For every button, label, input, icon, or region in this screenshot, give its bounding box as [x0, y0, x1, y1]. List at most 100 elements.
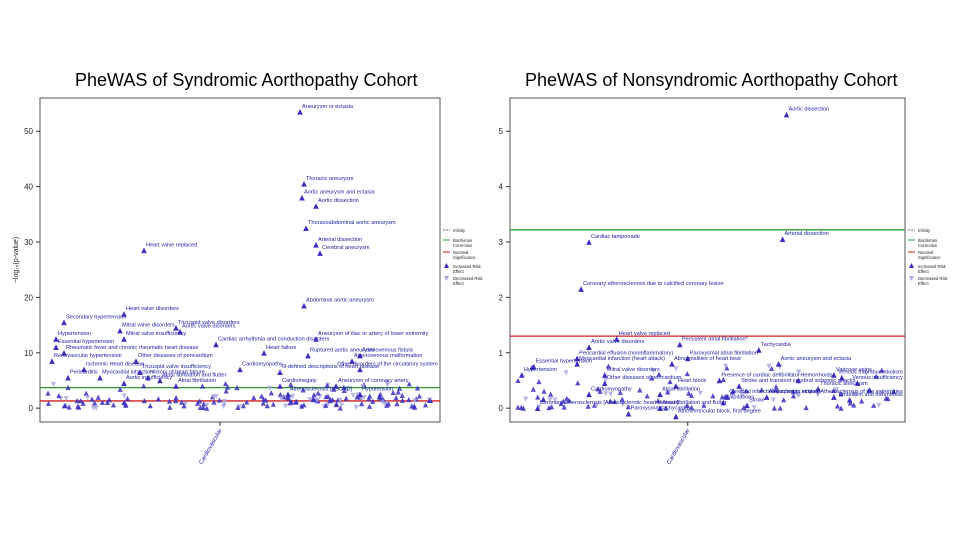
right-increased-risk-point: [536, 378, 542, 385]
right-increased-risk-point: [649, 375, 655, 381]
right-decreased-risk-point: [552, 397, 558, 403]
right-increased-risk-point: [688, 392, 695, 398]
left-increased-risk-point: [406, 396, 412, 403]
left-point-label: Arteriovenous malformation: [354, 353, 422, 359]
right-increased-risk-point: [684, 370, 690, 377]
right-legend-decreased-swatch: [909, 276, 914, 281]
left-increased-risk-point: [399, 392, 405, 398]
left-decreased-risk-point: [353, 404, 359, 410]
right-legend-label: Infinity: [918, 228, 931, 233]
left-increased-risk-point: [359, 400, 365, 407]
right-plot: 0 1 2 3 4 5 Cardiovascular Aortic dissection Car…: [499, 97, 906, 466]
right-increased-risk-point: [607, 398, 614, 404]
left-point-label: Rheumatic fever and chronic rheumatic he…: [66, 345, 198, 351]
left-labeled-point: [299, 194, 305, 201]
right-point-label: Embolism and thrombosis: [838, 392, 903, 398]
left-plot-frame: [39, 97, 441, 423]
right-increased-risk-point: [566, 397, 572, 403]
right-increased-risk-point: [873, 373, 879, 379]
left-point-label: Myocardial infarction: [102, 370, 153, 376]
left-labeled-point: [81, 366, 87, 373]
right-decreased-risk-point: [608, 391, 614, 397]
right-point-label: Cardiomyopathy: [591, 386, 632, 392]
left-decreased-risk-point: [337, 397, 343, 404]
left-point-label: Other disorders of the circulatory syste…: [337, 361, 438, 367]
left-increased-risk-point: [354, 394, 360, 400]
right-increased-risk-point: [838, 391, 844, 397]
left-decreased-risk-point: [282, 403, 289, 409]
right-increased-risk-point: [637, 387, 643, 393]
left-increased-risk-point: [331, 386, 337, 392]
right-point-label: Myocardial infarction (heart attack): [579, 356, 665, 362]
left-labeled-point: [121, 311, 127, 317]
left-labeled-point: [313, 203, 319, 209]
left-labeled-point: [117, 327, 123, 334]
right-increased-risk-point: [866, 387, 872, 394]
left-point-label: Pericarditis: [70, 370, 98, 376]
left-point-label: Heart valve disorders: [126, 306, 179, 312]
right-increased-risk-point: [564, 395, 570, 401]
left-labeled-point: [349, 358, 355, 364]
right-point-label: Cardiac tamponade: [591, 234, 640, 240]
right-decreased-risk-point: [770, 397, 776, 403]
left-labeled-point: [133, 358, 139, 364]
left-decreased-risk-point: [360, 383, 366, 390]
left-increased-risk-point: [121, 400, 127, 406]
left-increased-risk-point: [323, 402, 329, 408]
left-increased-risk-point: [390, 389, 396, 395]
left-labeled-point: [313, 241, 319, 248]
right-legend-label: Bonferroni Correction: [918, 238, 938, 248]
right-labeled-point: [839, 374, 845, 381]
right-increased-risk-point: [885, 395, 891, 402]
left-increased-risk-point: [251, 394, 257, 401]
left-point-label: Renovascular hypertension: [54, 353, 122, 359]
right-point-label: Other diseases of pericardium: [607, 375, 682, 381]
left-increased-risk-point: [147, 403, 153, 409]
right-decreased-risk-point: [547, 397, 553, 403]
right-point-label: Persistent atrial fibrillation*: [682, 336, 749, 342]
right-y-tick-label: 4: [499, 183, 504, 192]
left-increased-risk-point: [141, 383, 147, 389]
right-point-label: Heart valve replaced: [619, 331, 670, 337]
right-point-label: Venous insufficiency: [852, 375, 903, 381]
right-labeled-point: [716, 377, 723, 384]
right-increased-risk-point: [851, 402, 857, 408]
right-labeled-point: [673, 383, 679, 389]
left-increased-risk-point: [268, 390, 274, 396]
left-point-label: Heart valve replaced: [146, 242, 197, 248]
right-labeled-point: [724, 394, 731, 400]
left-increased-risk-point: [393, 395, 399, 401]
right-labeled-point: [779, 236, 786, 243]
left-increased-risk-point: [293, 398, 299, 405]
right-labeled-point: [574, 361, 580, 367]
left-point-label: Abdominal aortic aneurysm: [306, 298, 374, 304]
right-legend: Infinity Bonferroni Correction Nominal Signi…: [908, 228, 948, 286]
right-increased-risk-point: [656, 371, 662, 377]
right-labeled-point: [763, 394, 770, 400]
left-increased-risk-point: [284, 394, 291, 400]
left-increased-risk-point: [386, 401, 392, 407]
left-point-label: History of heart failure: [150, 370, 205, 376]
right-increased-risk-point: [701, 402, 707, 408]
left-increased-risk-point: [104, 399, 111, 405]
right-labeled-point: [574, 355, 580, 362]
left-point-label: Cerebral aneurysm: [322, 245, 370, 251]
left-increased-risk-point: [234, 385, 240, 391]
left-increased-risk-point: [74, 398, 80, 404]
left-labeled-point: [141, 247, 147, 254]
right-decreased-risk-point: [833, 387, 840, 393]
left-labeled-point: [49, 358, 55, 364]
left-point-label: Ill-defined descriptions of heart diseas…: [282, 364, 379, 370]
left-decreased-risk-point: [204, 402, 210, 408]
left-increased-risk-point: [263, 397, 269, 403]
right-decreased-risk-point: [603, 391, 609, 397]
left-point-label: Tricuspid valve insufficiency: [142, 364, 211, 370]
left-y-tick-label: 20: [24, 293, 33, 302]
left-labeled-point: [237, 366, 243, 373]
right-increased-risk-point: [665, 389, 671, 395]
left-legend-label: Infinity: [453, 228, 466, 233]
right-increased-risk-point: [790, 388, 796, 395]
left-increased-risk-point: [416, 393, 423, 399]
left-legend-increased-swatch: [444, 263, 449, 268]
